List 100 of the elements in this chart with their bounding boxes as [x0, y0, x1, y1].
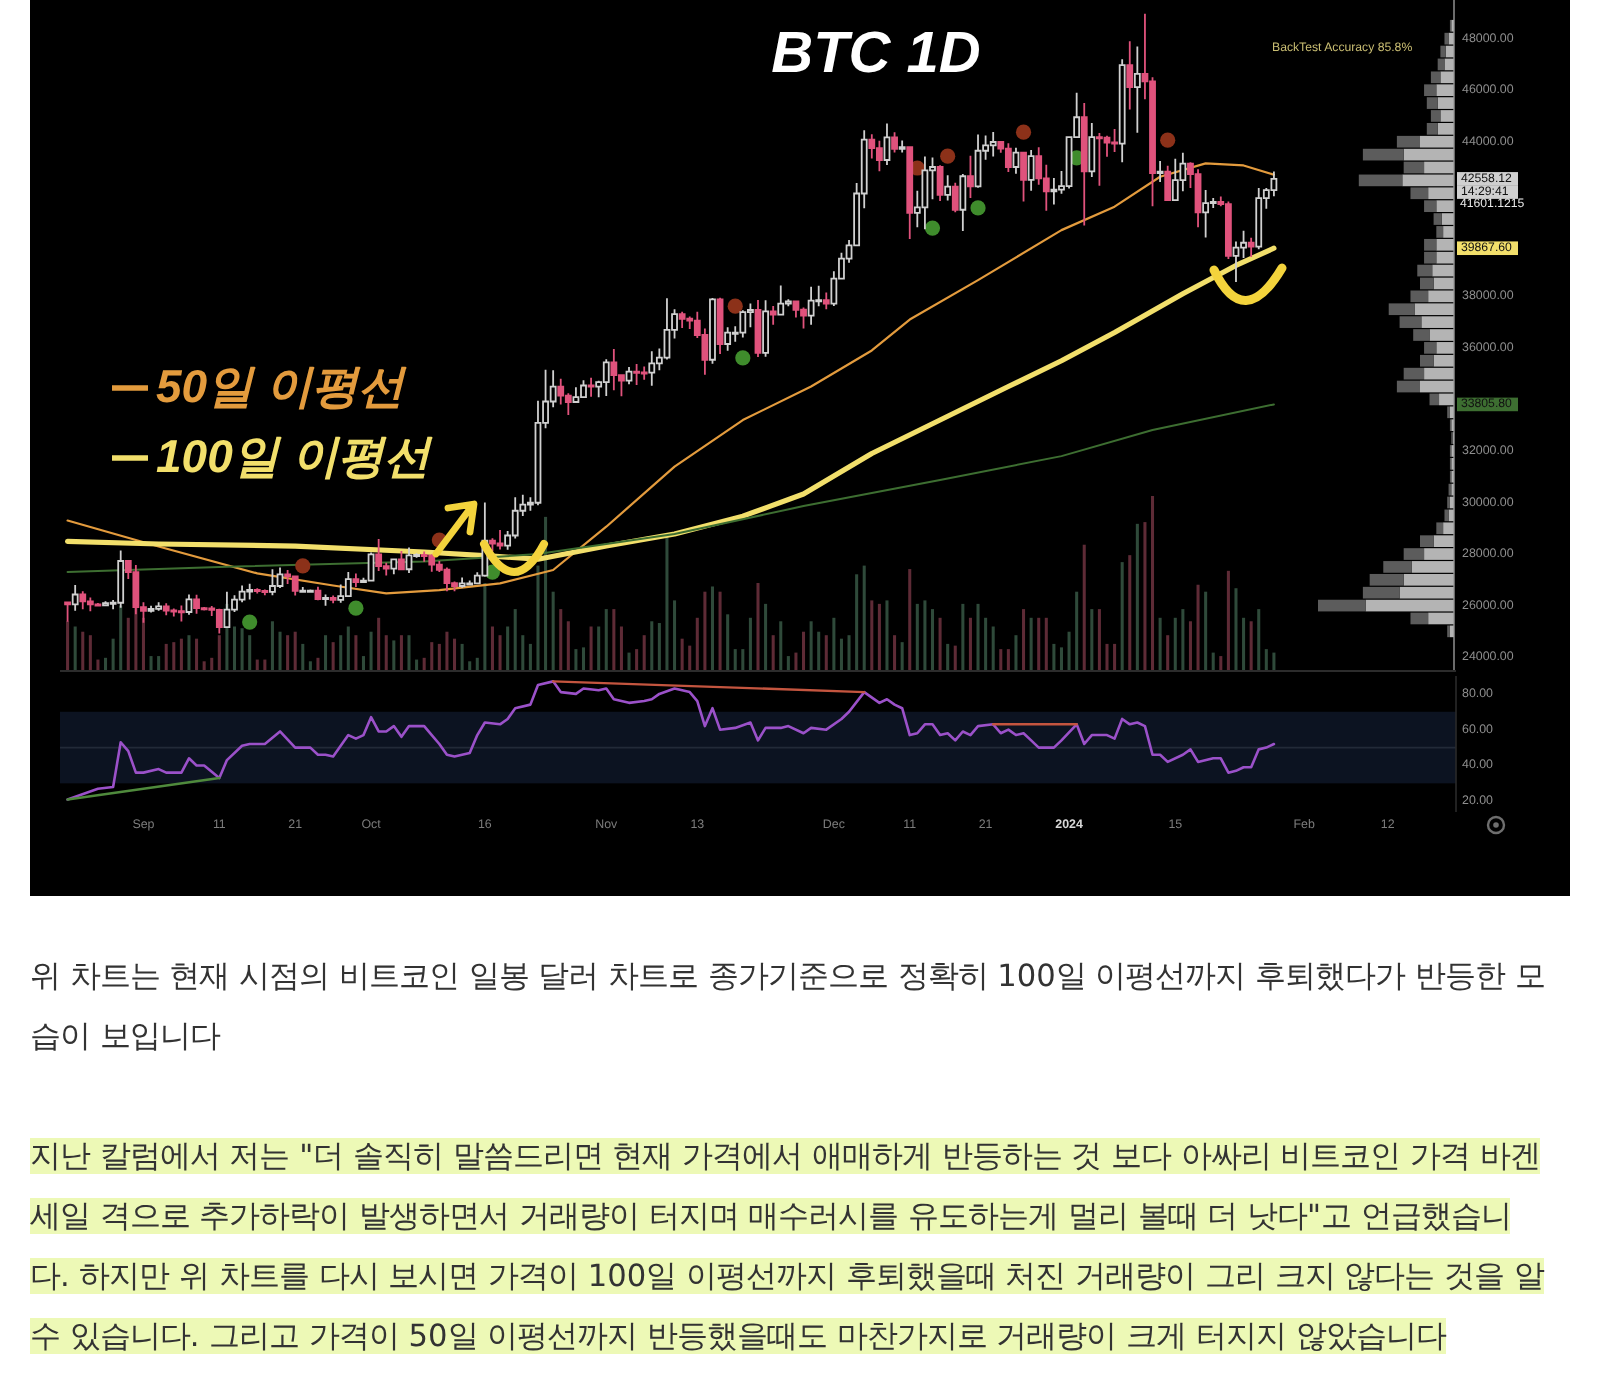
- candlestick: [276, 566, 284, 589]
- candlestick: [71, 584, 79, 612]
- point: [924, 220, 941, 236]
- candlestick: [193, 593, 200, 615]
- line-series: [64, 245, 1277, 562]
- point: [727, 298, 743, 314]
- candlestick: [375, 538, 383, 572]
- candlestick: [989, 131, 997, 158]
- candlestick: [739, 309, 747, 339]
- candlestick: [1164, 164, 1172, 202]
- candlestick: [177, 604, 185, 623]
- candlestick: [716, 296, 724, 355]
- candlestick: [777, 284, 785, 317]
- point: [1160, 132, 1176, 148]
- candlestick: [215, 607, 223, 635]
- candlestick: [299, 586, 307, 594]
- point: [1015, 124, 1032, 140]
- point: [348, 600, 364, 616]
- candlestick: [875, 139, 883, 173]
- candlestick: [944, 174, 952, 202]
- candlestick: [898, 139, 906, 154]
- candlestick: [1080, 102, 1088, 227]
- candlestick: [921, 155, 929, 231]
- candlestick: [1111, 128, 1118, 153]
- candlestick: [1156, 160, 1164, 183]
- candlestick: [1027, 149, 1035, 192]
- candlestick: [678, 310, 686, 329]
- candlestick: [1096, 132, 1103, 187]
- candlestick: [959, 173, 967, 232]
- candlestick: [1118, 58, 1126, 164]
- candlestick: [1133, 45, 1141, 134]
- candlestick: [269, 568, 276, 597]
- candlestick: [1202, 189, 1210, 239]
- candlestick: [883, 122, 891, 166]
- candlestick: [253, 587, 261, 595]
- candlestick: [800, 306, 807, 330]
- candlestick: [625, 366, 633, 386]
- candlestick: [1126, 40, 1134, 111]
- candlestick: [428, 553, 436, 573]
- candlestick: [170, 607, 178, 618]
- candlestick: [405, 546, 413, 574]
- bar: [1436, 522, 1444, 535]
- candlestick: [1255, 187, 1263, 251]
- candlestick: [352, 572, 360, 588]
- candlestick: [936, 164, 944, 202]
- candlestick: [162, 602, 170, 617]
- candlestick: [261, 588, 269, 597]
- candlestick: [709, 297, 716, 365]
- bar: [1358, 174, 1403, 187]
- candlestick: [807, 285, 815, 326]
- point: [735, 350, 751, 366]
- candlestick: [1050, 177, 1058, 206]
- candlestick: [891, 131, 898, 154]
- point: [940, 148, 956, 164]
- bar: [1410, 612, 1429, 625]
- candlestick: [489, 537, 496, 553]
- candlestick: [1247, 236, 1255, 258]
- candlestick: [640, 365, 648, 381]
- candlestick: [572, 386, 580, 404]
- candlestick: [724, 326, 732, 352]
- candlestick: [155, 601, 163, 612]
- candlestick: [769, 304, 777, 326]
- candlestick: [587, 376, 595, 398]
- candlestick: [306, 588, 314, 594]
- legend-item: 100일 이평선: [112, 430, 430, 482]
- candlestick: [390, 557, 398, 576]
- candlestick: [344, 571, 352, 598]
- candlestick: [951, 181, 959, 214]
- candlestick: [79, 590, 87, 611]
- candlestick: [1012, 146, 1020, 175]
- line-series: [66, 162, 1276, 595]
- candlestick: [246, 582, 254, 601]
- candlestick: [322, 593, 329, 607]
- candlestick: [1020, 150, 1027, 203]
- candlestick: [580, 379, 587, 398]
- candlestick: [1179, 151, 1187, 193]
- candlestick: [906, 145, 914, 240]
- text: 지난 칼럼에서 저는 "더 솔직히 말씀드리면 현재 가격에서 애매하게 반등하는 것 보다 아싸리 비트코인 가격 바겐세일 격으로 추가하락이 발생하면서 거래량이 터지며 매수러시를 유도하는게 멀리 볼때 더 낫다"고 언급했습니다. 하지만 위 차트를 다시 보시면 가격이 100일 이평선까지 후퇴했을때 처진 거래량이 그리 크지 않다는 것을 알 수 있습니다. 그리고 가격이 50일 이평선까지 반등했을때도 마찬가지로 거래량이 크게 터지지 않았습니다: [30, 1138, 1544, 1354]
- candlestick: [648, 350, 656, 387]
- line-series: [66, 680, 1276, 801]
- candlestick: [466, 579, 474, 586]
- candlestick: [329, 594, 337, 605]
- point: [295, 558, 311, 574]
- candlestick: [633, 363, 641, 386]
- text: 위 차트는 현재 시점의 비트코인 일봉 달러 차트로 종가기준으로 정확히 100일 이평선까지 후퇴했다가 반등한 모습이 보입니다: [30, 958, 1545, 1054]
- candlestick: [686, 315, 694, 330]
- candlestick: [102, 600, 109, 607]
- candlestick: [610, 348, 618, 392]
- candlestick: [458, 576, 466, 589]
- candlestick: [602, 358, 610, 397]
- legend-label: 50일 이평선: [156, 360, 408, 412]
- candlestick: [291, 575, 299, 597]
- candlestick: [86, 596, 94, 613]
- candlestick: [238, 584, 246, 604]
- bar: [1403, 161, 1425, 174]
- candlestick: [762, 299, 769, 358]
- legend-item: 50일 이평선: [112, 360, 404, 412]
- candlestick: [443, 566, 451, 593]
- chart-title: BTC 1D: [771, 22, 981, 86]
- candlestick: [1171, 157, 1179, 202]
